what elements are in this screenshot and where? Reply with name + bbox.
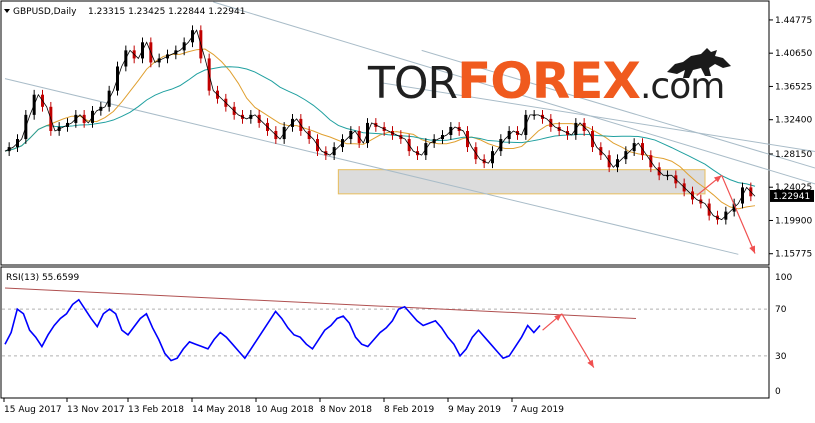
time-tick-label: 15 Aug 2017 bbox=[4, 405, 62, 415]
candle-body bbox=[532, 114, 536, 116]
logo-part-tor: TOR bbox=[368, 58, 458, 109]
price-tick-label: 1.40650 bbox=[775, 49, 812, 59]
time-tick-label: 13 Feb 2018 bbox=[128, 405, 184, 415]
price-axis: 1.44775 1.40650 1.36525 1.32400 1.28150 1.240… bbox=[769, 16, 814, 260]
current-price-label: 1.22941 bbox=[773, 192, 810, 202]
support-zone bbox=[337, 169, 706, 195]
bull-icon bbox=[667, 48, 731, 78]
time-tick-label: 7 Aug 2019 bbox=[512, 405, 564, 415]
forecast-arrowhead-0 bbox=[713, 175, 722, 183]
time-tick-label: 9 May 2019 bbox=[448, 405, 501, 415]
channel-line-1 bbox=[213, 1, 815, 185]
time-tick-label: 8 Feb 2019 bbox=[384, 405, 435, 415]
channel-line-3 bbox=[379, 82, 815, 152]
price-tick-label: 1.24025 bbox=[775, 183, 812, 193]
logo-part-forex: FOREX bbox=[457, 52, 641, 110]
time-tick-label: 8 Nov 2018 bbox=[320, 405, 372, 415]
rsi-tick-label: 100 bbox=[775, 273, 792, 283]
price-line bbox=[4, 29, 756, 221]
rsi-label: RSI(13) 55.6599 bbox=[6, 273, 79, 283]
rsi-forecast-arrowhead-0 bbox=[554, 313, 562, 321]
time-tick-label: 10 Aug 2018 bbox=[256, 405, 314, 415]
forecast-arrow-1 bbox=[721, 175, 756, 254]
header-arrow-icon bbox=[4, 9, 10, 13]
price-tick-label: 1.32400 bbox=[775, 116, 812, 126]
rsi-axis: 100 70 30 0 bbox=[775, 273, 792, 397]
candle-body bbox=[666, 175, 669, 177]
rsi-forecast-arrow-1 bbox=[561, 313, 595, 368]
rsi-layer bbox=[2, 287, 768, 368]
time-tick-label: 13 Nov 2017 bbox=[67, 405, 125, 415]
rsi-tick-label: 70 bbox=[775, 305, 787, 315]
price-tick-label: 1.36525 bbox=[775, 82, 812, 92]
channel-line-0 bbox=[4, 78, 739, 255]
channel-line-2 bbox=[421, 49, 815, 169]
rsi-line bbox=[4, 298, 541, 362]
ma-fast-line bbox=[4, 48, 756, 210]
logo-part-com: .com bbox=[639, 66, 725, 107]
symbol-label: GBPUSD,Daily bbox=[13, 7, 77, 17]
time-tick-label: 14 May 2018 bbox=[192, 405, 251, 415]
time-axis: 15 Aug 2017 13 Nov 2017 13 Feb 2018 14 May … bbox=[3, 398, 564, 415]
rsi-tick-label: 30 bbox=[775, 352, 787, 362]
ma-slow-line bbox=[4, 66, 756, 187]
torforex-logo: TORFOREX.com bbox=[368, 52, 725, 110]
rsi-pane bbox=[0, 266, 770, 399]
price-tick-label: 1.15775 bbox=[775, 250, 812, 260]
rsi-trend-line bbox=[4, 287, 637, 319]
price-layer bbox=[4, 1, 815, 255]
price-tick-label: 1.19900 bbox=[775, 216, 812, 226]
price-tick-label: 1.44775 bbox=[775, 16, 812, 26]
rsi-forecast-arrowhead-1 bbox=[587, 359, 594, 368]
current-price-tag bbox=[770, 189, 814, 202]
rsi-tick-label: 0 bbox=[775, 387, 781, 397]
price-tick-label: 1.28150 bbox=[775, 150, 812, 160]
ohlc-label: 1.23315 1.23425 1.22844 1.22941 bbox=[88, 7, 245, 17]
forecast-arrowhead-1 bbox=[749, 245, 755, 254]
